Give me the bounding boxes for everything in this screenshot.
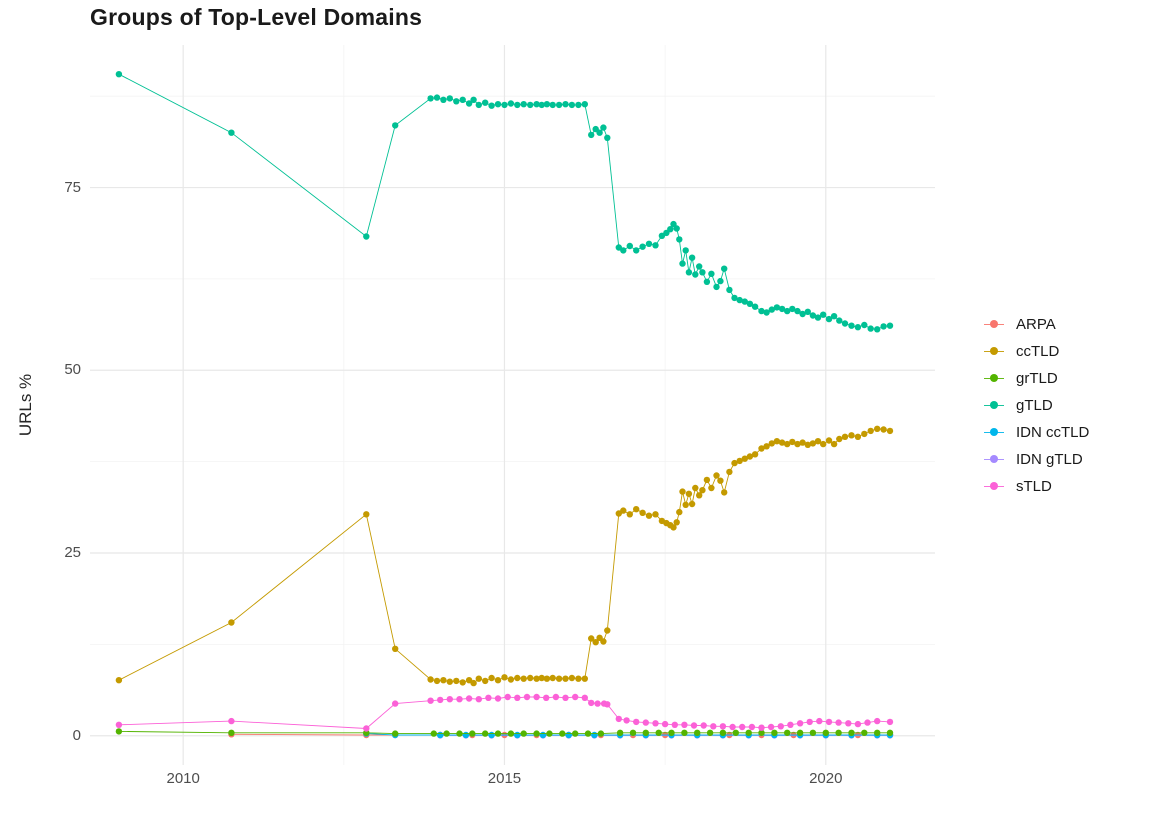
legend-key-icon [982,393,1006,417]
legend-item-ARPA: ARPA [982,311,1089,338]
series-gTLD [115,71,894,333]
legend-item-ccTLD: ccTLD [982,338,1089,365]
legend-label: IDN gTLD [1016,450,1083,468]
legend-key-icon [982,366,1006,390]
legend-label: ccTLD [1016,342,1060,360]
legend-item-IDN-ccTLD: IDN ccTLD [982,419,1089,446]
legend-item-IDN-gTLD: IDN gTLD [982,446,1089,473]
legend-key-icon [982,447,1006,471]
legend-label: sTLD [1016,477,1052,495]
x-tick-label: 2020 [809,770,843,787]
series-line [118,730,890,735]
x-tick-label: 2015 [487,770,522,787]
chart-title: Groups of Top-Level Domains [90,4,423,30]
series-sTLD [115,693,894,732]
y-tick-label: 50 [64,361,81,379]
x-tick-label: 2010 [166,770,200,787]
legend-label: ARPA [1016,315,1056,333]
legend-key-icon [982,420,1006,444]
y-tick-label: 0 [72,726,81,744]
legend-key-icon [982,474,1006,498]
y-tick-label: 75 [64,178,81,196]
legend-label: gTLD [1016,396,1053,414]
legend-key-icon [982,312,1006,336]
legend-key-icon [982,339,1006,363]
plot-area [90,45,935,765]
legend-label: IDN ccTLD [1016,423,1090,441]
y-axis-label: URLs % [16,373,35,437]
legend-item-gTLD: gTLD [982,392,1089,419]
legend-label: grTLD [1016,369,1058,387]
series-grTLD [115,728,894,737]
series-ccTLD [115,425,894,687]
legend: ARPA ccTLD grTLD gTLD IDN ccTLD IDN gTLD sTLD [982,311,1089,500]
legend-item-sTLD: sTLD [982,473,1089,500]
y-tick-label: 25 [64,544,81,562]
legend-item-grTLD: grTLD [982,365,1089,392]
